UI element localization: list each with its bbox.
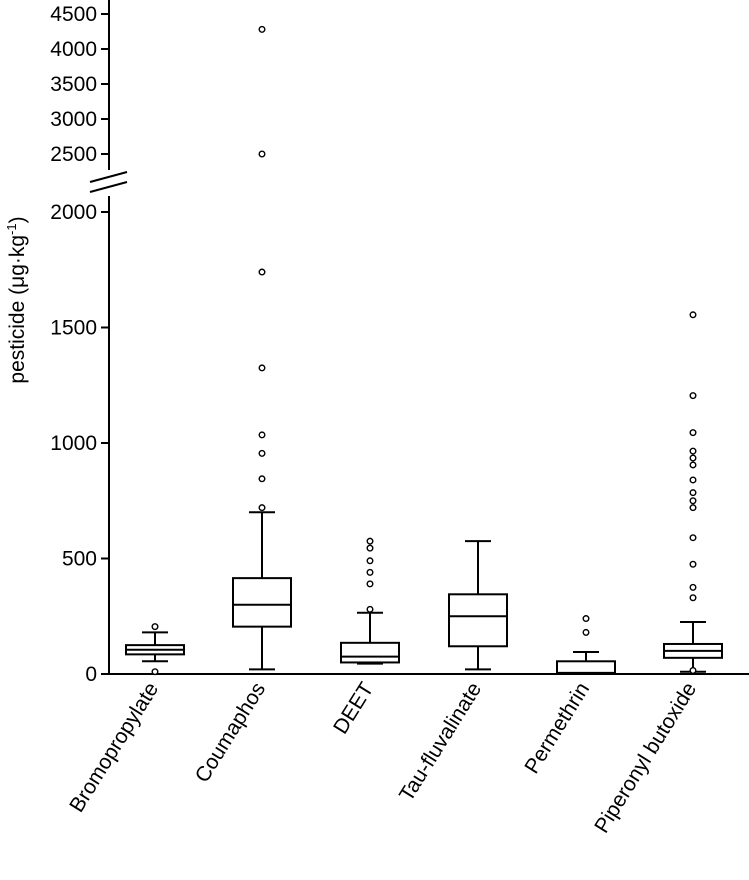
y-tick-label: 2500: [50, 143, 97, 166]
y-tick-label: 2000: [50, 201, 97, 224]
outlier-point: [689, 594, 697, 602]
y-tick-label: 1000: [50, 432, 97, 455]
y-tick-label: 1500: [50, 317, 97, 340]
y-axis-title-close: ): [6, 216, 29, 223]
outlier-point: [258, 268, 266, 276]
outlier-point: [689, 476, 697, 484]
axes: [89, 0, 749, 675]
box-coumaphos: [232, 25, 292, 671]
outlier-point: [366, 580, 374, 588]
outlier-point: [258, 364, 266, 372]
y-axis-ticks: 0 500 1000 1500 2000 2500 3000 3500 4000 4500: [50, 3, 109, 686]
category-labels: Bromopropylate Coumaphos DEET Tau-fluvalina…: [65, 678, 701, 837]
box-series: [125, 25, 723, 676]
outlier-point: [689, 497, 697, 505]
outlier-point: [151, 668, 159, 676]
outlier-point: [582, 628, 590, 636]
outlier-point: [689, 392, 697, 400]
outlier-point: [258, 475, 266, 483]
box-iqr: [232, 577, 292, 628]
box-iqr: [340, 641, 400, 664]
box-piperonyl-butoxide: [663, 311, 723, 675]
outlier-point: [689, 489, 697, 497]
y-tick-label: 0: [85, 663, 97, 686]
box-bromopropylate: [125, 623, 185, 676]
outlier-point: [366, 544, 374, 552]
outlier-point: [258, 431, 266, 439]
outlier-point: [258, 504, 266, 512]
box-deet: [340, 537, 400, 665]
box-permethrin: [556, 615, 616, 675]
y-tick-label: 3000: [50, 108, 97, 131]
y-tick-label: 4000: [50, 38, 97, 61]
y-axis-title-main: pesticide (μg·kg: [6, 235, 29, 384]
y-axis-break-mark: [89, 171, 128, 183]
outlier-point: [689, 454, 697, 462]
outlier-point: [258, 25, 266, 33]
box-iqr: [556, 660, 616, 675]
y-axis-title: pesticide (μg·kg-1): [4, 216, 29, 383]
outlier-point: [689, 429, 697, 437]
outlier-point: [689, 560, 697, 568]
y-tick-label: 3500: [50, 73, 97, 96]
category-label: Piperonyl butoxide: [590, 678, 701, 837]
outlier-point: [366, 605, 374, 613]
outlier-point: [689, 534, 697, 542]
category-label: Tau-fluvalinate: [395, 678, 486, 805]
box-tau-fluvalinate: [448, 540, 508, 671]
y-tick-label: 4500: [50, 3, 97, 26]
outlier-point: [258, 449, 266, 457]
category-label: Permethrin: [520, 678, 594, 777]
outlier-point: [689, 667, 697, 675]
outlier-point: [258, 150, 266, 158]
category-label: Bromopropylate: [65, 678, 163, 816]
y-tick-label: 500: [62, 548, 97, 571]
outlier-point: [366, 537, 374, 545]
y-axis-break-mark: [89, 181, 128, 193]
outlier-point: [151, 623, 159, 631]
category-label: Coumaphos: [191, 678, 271, 786]
box-iqr: [448, 593, 508, 648]
outlier-point: [366, 568, 374, 576]
outlier-point: [689, 311, 697, 319]
outlier-point: [689, 461, 697, 469]
outlier-point: [366, 557, 374, 565]
outlier-point: [689, 447, 697, 455]
outlier-point: [689, 504, 697, 512]
outlier-point: [689, 583, 697, 591]
outlier-point: [582, 615, 590, 623]
category-label: DEET: [329, 678, 378, 738]
y-axis-title-superscript: -1: [4, 223, 19, 235]
